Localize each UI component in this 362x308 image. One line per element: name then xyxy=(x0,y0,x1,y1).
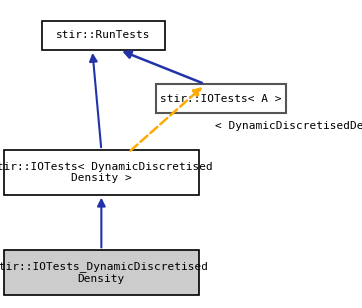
Text: stir::IOTests< DynamicDiscretised
Density >: stir::IOTests< DynamicDiscretised Densit… xyxy=(0,162,213,183)
Text: stir::RunTests: stir::RunTests xyxy=(56,30,151,40)
FancyBboxPatch shape xyxy=(42,21,165,50)
FancyBboxPatch shape xyxy=(156,84,286,113)
Text: stir::IOTests< A >: stir::IOTests< A > xyxy=(160,94,282,103)
Text: < DynamicDiscretisedDensity >: < DynamicDiscretisedDensity > xyxy=(215,121,362,131)
Text: stir::IOTests_DynamicDiscretised
Density: stir::IOTests_DynamicDiscretised Density xyxy=(0,261,209,284)
FancyBboxPatch shape xyxy=(4,150,199,195)
FancyBboxPatch shape xyxy=(4,250,199,295)
